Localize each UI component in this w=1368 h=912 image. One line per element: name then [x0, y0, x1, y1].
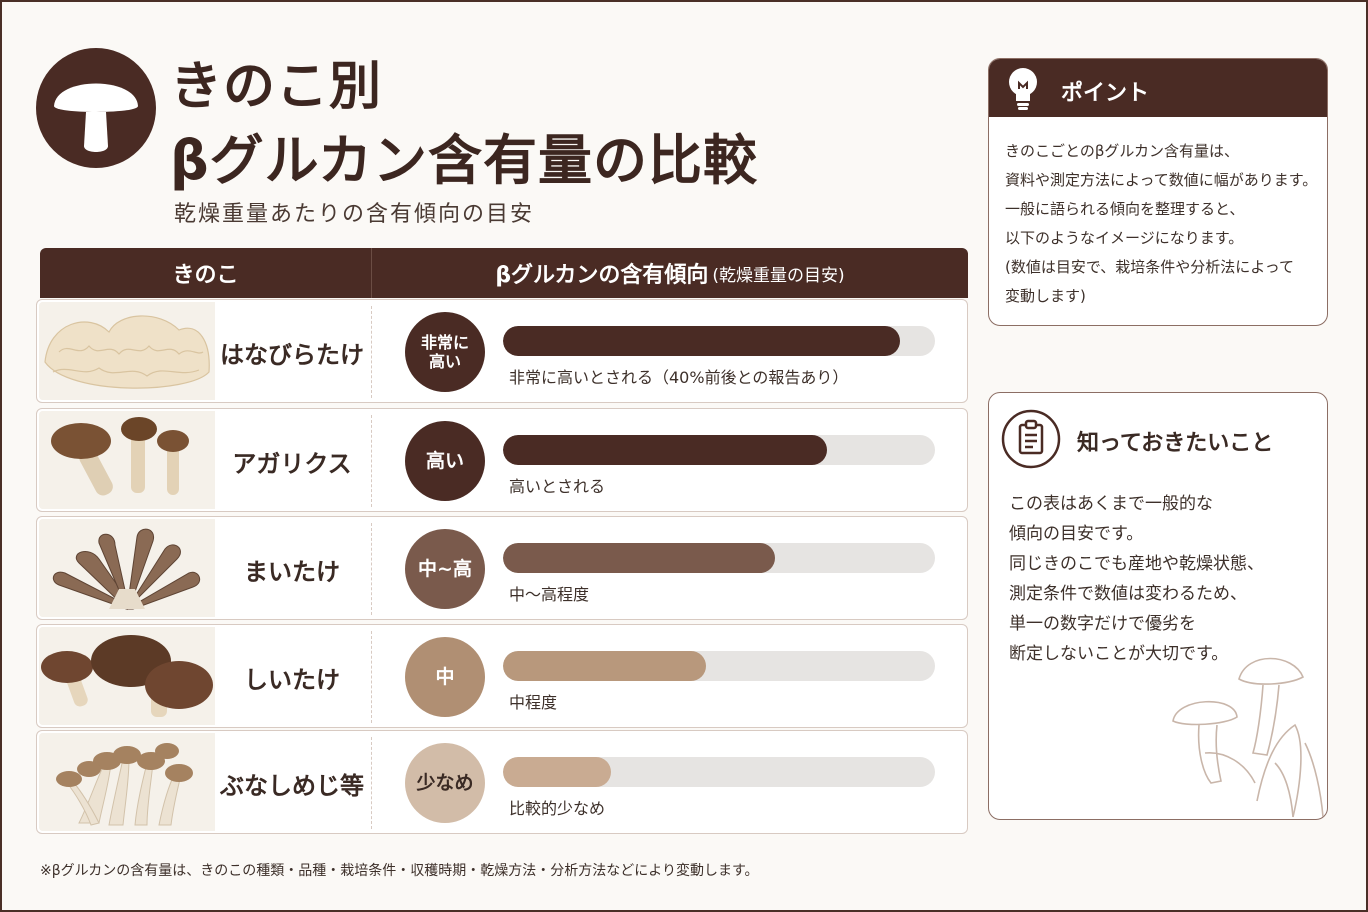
page-title-line1: きのこ別	[170, 57, 383, 117]
know-card-title: 知っておきたいこと	[1077, 431, 1274, 456]
table-row: しいたけ 中中程度	[36, 624, 968, 728]
mushroom-logo-icon	[36, 48, 156, 168]
know-card-body: この表はあくまで一般的な 傾向の目安です。同じきのこでも産地や乾燥状態、 測定条件で…	[1009, 489, 1264, 669]
row-divider	[371, 737, 372, 829]
row-divider	[371, 415, 372, 507]
bar-description: 非常に高いとされる（40%前後との報告あり）	[509, 368, 849, 387]
mushroom-name: しいたけ	[244, 665, 340, 694]
mushroom-name: ぶなしめじ等	[220, 771, 364, 800]
bar-fill	[503, 543, 775, 573]
table-row: ぶなしめじ等 少なめ比較的少なめ	[36, 730, 968, 834]
column-header-kinoko: きのこ	[40, 248, 372, 298]
bunashimeji-photo	[39, 733, 215, 831]
know-card: 知っておきたいこと この表はあくまで一般的な 傾向の目安です。同じきのこでも産地や…	[988, 392, 1328, 820]
mushroom-name: はなびらたけ	[220, 340, 364, 369]
mushroom-sketch-illustration	[1172, 657, 1324, 818]
know-card-line: 測定条件で数値は変わるため、	[1009, 584, 1247, 604]
lightbulb-icon	[1009, 68, 1037, 110]
know-card-line: 傾向の目安です。	[1009, 524, 1144, 544]
bar-track	[503, 543, 935, 573]
footnote: ※βグルカンの含有量は、きのこの種類・品種・栽培条件・収穫時期・乾燥方法・分析方…	[40, 863, 759, 879]
bar-description: 中程度	[509, 693, 558, 712]
column-header-trend: βグルカンの含有傾向 (乾燥重量の目安)	[372, 248, 968, 298]
bar-description: 比較的少なめ	[509, 799, 606, 818]
row-divider	[371, 523, 372, 615]
know-card-line: 同じきのこでも産地や乾燥状態、	[1009, 554, 1264, 574]
level-badge: 非常に 高い	[405, 312, 485, 392]
page-subtitle: 乾燥重量あたりの含有傾向の目安	[174, 202, 535, 227]
bar-track	[503, 435, 935, 465]
bar-track	[503, 326, 935, 356]
point-card-line: 一般に語られる傾向を整理すると、	[1005, 200, 1245, 218]
point-card-line: きのこごとのβグルカン含有量は、	[1005, 142, 1239, 160]
point-card-body: きのこごとのβグルカン含有量は、資料や測定方法によって数値に幅があります。 一般に…	[989, 117, 1327, 311]
level-badge: 高い	[405, 421, 485, 501]
level-badge: 中	[405, 637, 485, 717]
maitake-photo	[39, 519, 215, 617]
clipboard-icon	[1001, 409, 1061, 469]
table-row: アガリクス 高い高いとされる	[36, 408, 968, 512]
page-title-line2: βグルカン含有量の比較	[170, 129, 759, 192]
point-card-line: (数値は目安で、栽培条件や分析法によって	[1005, 258, 1295, 276]
table-header: きのこ βグルカンの含有傾向 (乾燥重量の目安)	[40, 248, 968, 298]
know-card-line: この表はあくまで一般的な	[1009, 494, 1213, 514]
bar-description: 中～高程度	[509, 585, 590, 604]
column-header-trend-note: (乾燥重量の目安)	[712, 265, 845, 286]
bar-fill	[503, 326, 900, 356]
level-badge: 中~高	[405, 529, 485, 609]
column-header-trend-label: βグルカンの含有傾向	[495, 263, 709, 288]
point-card-header: ポイント	[989, 59, 1327, 117]
know-card-line: 断定しないことが大切です。	[1009, 644, 1229, 664]
mushroom-name: まいたけ	[244, 557, 340, 586]
row-divider	[371, 306, 372, 398]
bar-track	[503, 651, 935, 681]
shiitake-photo	[39, 627, 215, 725]
agaricus-photo	[39, 411, 215, 509]
mushroom-name: アガリクス	[232, 449, 352, 478]
table-row: はなびらたけ 非常に 高い非常に高いとされる（40%前後との報告あり）	[36, 299, 968, 403]
bar-fill	[503, 651, 706, 681]
bar-track	[503, 757, 935, 787]
bar-fill	[503, 757, 611, 787]
point-card-line: 変動します)	[1005, 287, 1086, 305]
bar-fill	[503, 435, 827, 465]
know-card-line: 単一の数字だけで優劣を	[1009, 614, 1196, 634]
hanabiratake-photo	[39, 302, 215, 400]
level-badge: 少なめ	[405, 743, 485, 823]
table-row: まいたけ 中~高中～高程度	[36, 516, 968, 620]
point-card-title: ポイント	[1061, 81, 1150, 106]
point-card-line: 資料や測定方法によって数値に幅があります。	[1005, 171, 1318, 189]
row-divider	[371, 631, 372, 723]
point-card: ポイント きのこごとのβグルカン含有量は、資料や測定方法によって数値に幅がありま…	[988, 58, 1328, 326]
point-card-line: 以下のようなイメージになります。	[1005, 229, 1244, 247]
bar-description: 高いとされる	[509, 477, 606, 496]
